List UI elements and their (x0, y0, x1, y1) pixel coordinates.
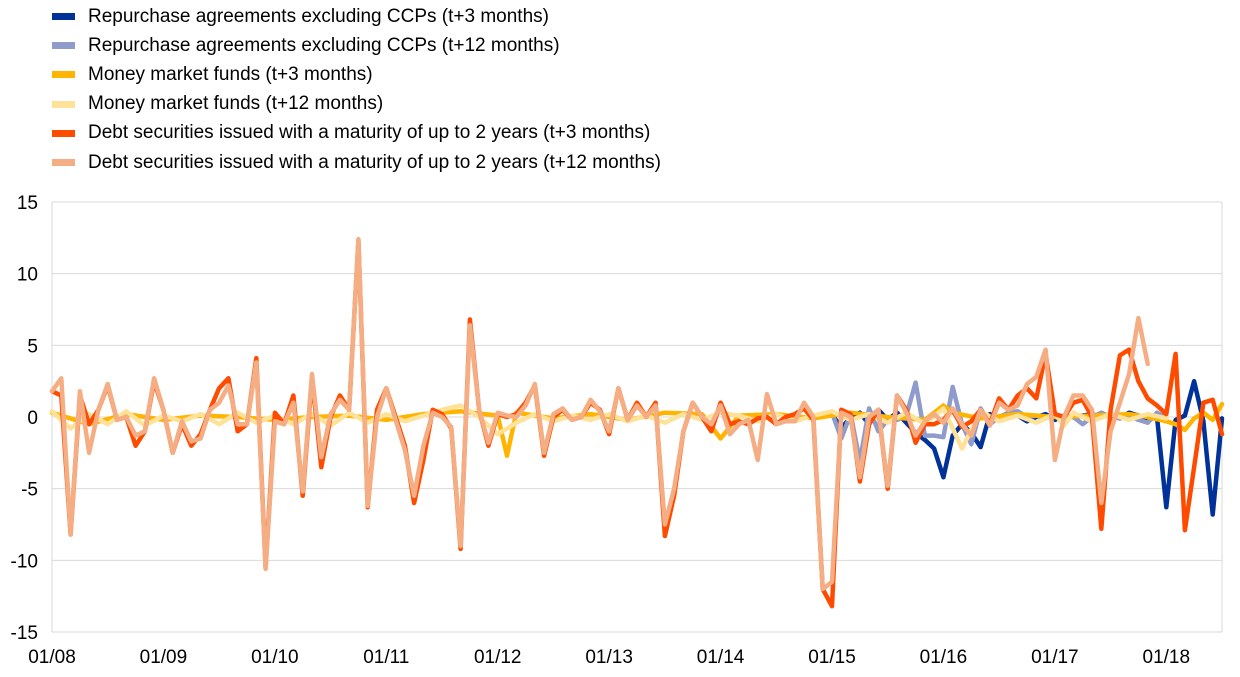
legend-swatch (52, 129, 75, 137)
legend-label: Money market funds (t+12 months) (88, 93, 384, 115)
y-tick-label: -10 (11, 551, 38, 572)
y-tick-label: -15 (11, 623, 38, 644)
y-tick-label: -5 (21, 480, 38, 501)
x-tick-label: 01/10 (251, 647, 299, 668)
series-line-4 (49, 403, 1169, 451)
legend-item: Money market funds (t+12 months) (52, 90, 661, 119)
y-tick-label: 0 (27, 408, 38, 429)
y-tick-label: 10 (17, 265, 38, 286)
legend-label: Money market funds (t+3 months) (88, 63, 373, 85)
x-tick-label: 01/12 (474, 647, 522, 668)
x-tick-label: 01/11 (363, 647, 409, 668)
x-tick-label: 01/15 (808, 647, 856, 668)
legend-item: Repurchase agreements excluding CCPs (t+… (52, 31, 661, 60)
series-line-6 (49, 237, 1150, 592)
y-tick-label: 5 (27, 336, 38, 357)
x-tick-label: 01/13 (585, 647, 633, 668)
y-tick-label: 15 (17, 193, 38, 214)
legend-swatch (52, 100, 75, 108)
legend-swatch (52, 71, 75, 79)
chart-legend: Repurchase agreements excluding CCPs (t+… (52, 2, 661, 177)
legend-item: Money market funds (t+3 months) (52, 60, 661, 89)
legend-label: Debt securities issued with a maturity o… (88, 151, 661, 173)
x-tick-label: 01/17 (1031, 647, 1079, 668)
x-tick-label: 01/14 (697, 647, 745, 668)
legend-swatch (52, 42, 75, 50)
series-line-3 (49, 401, 1225, 458)
legend-item: Debt securities issued with a maturity o… (52, 119, 661, 148)
x-tick-label: 01/09 (140, 647, 188, 668)
x-tick-label: 01/16 (920, 647, 968, 668)
legend-label: Debt securities issued with a maturity o… (88, 122, 651, 144)
x-tick-label: 01/18 (1143, 647, 1191, 668)
legend-label: Repurchase agreements excluding CCPs (t+… (88, 34, 560, 56)
x-tick-label: 01/08 (28, 647, 76, 668)
legend-swatch (52, 159, 75, 167)
legend-item: Debt securities issued with a maturity o… (52, 148, 661, 177)
legend-label: Repurchase agreements excluding CCPs (t+… (88, 5, 549, 27)
legend-swatch (52, 13, 75, 21)
series-line-5 (49, 238, 1225, 609)
legend-item: Repurchase agreements excluding CCPs (t+… (52, 2, 661, 31)
